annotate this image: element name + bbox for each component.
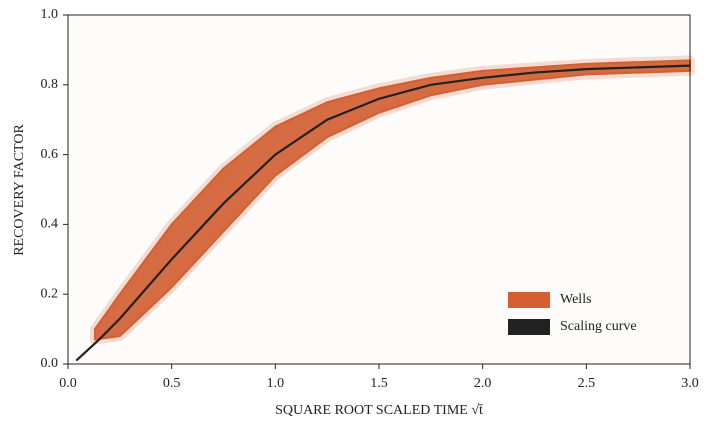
x-tick-label: 0.5 [163, 376, 181, 391]
x-tick-label: 1.0 [267, 376, 285, 391]
y-tick-label: 0.4 [41, 217, 59, 232]
scaling-curve [75, 64, 691, 362]
x-tick-label: 2.5 [578, 376, 596, 391]
legend-swatch [508, 319, 550, 335]
x-tick-label: 2.0 [474, 376, 492, 391]
x-tick-label: 0.0 [59, 376, 77, 391]
legend-label: Wells [560, 292, 592, 307]
x-tick-label: 1.5 [370, 376, 388, 391]
plot-frame [67, 14, 691, 365]
x-axis-label: SQUARE ROOT SCALED TIME √t̄ [275, 403, 484, 418]
y-tick-label: 0.2 [41, 286, 59, 301]
x-tick-label: 3.0 [681, 376, 699, 391]
y-tick-label: 1.0 [41, 7, 59, 22]
y-axis-label: RECOVERY FACTOR [12, 124, 27, 256]
legend-swatch [508, 292, 550, 308]
y-tick-label: 0.6 [41, 147, 59, 162]
y-tick-label: 0.8 [41, 77, 59, 92]
y-tick-label: 0.0 [41, 356, 59, 371]
legend-label: Scaling curve [560, 319, 637, 334]
